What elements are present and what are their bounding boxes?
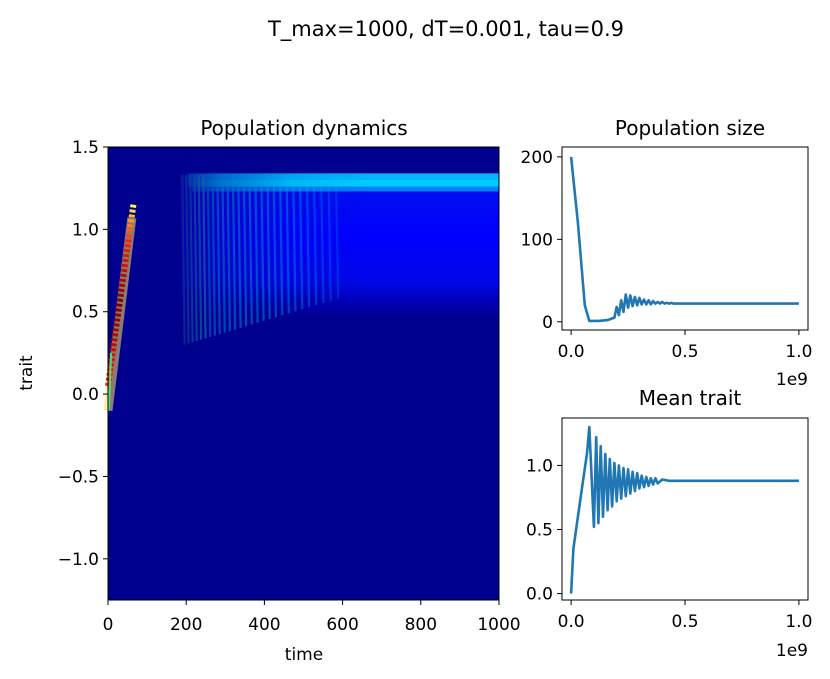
heatmap-ytick-label: −0.5 [58, 467, 99, 487]
population-size-title: Population size [615, 116, 765, 140]
mean-trait-plot-area [569, 425, 799, 594]
figure-suptitle: T_max=1000, dT=0.001, tau=0.9 [267, 17, 624, 42]
heatmap-xtick-label: 1000 [477, 615, 520, 635]
mean-trait-ytick-label: 1.0 [526, 456, 553, 476]
population-size-panel: Population size 0.0 0.5 1.0 0 100 200 1e9 [521, 116, 813, 390]
population-size-axes: 0.0 0.5 1.0 0 100 200 [521, 148, 813, 362]
mean-trait-title: Mean trait [639, 386, 742, 410]
heatmap-frame [107, 146, 500, 601]
heatmap-ytick-label: 0.5 [72, 303, 99, 323]
heatmap-early-ridge-tail [107, 352, 113, 411]
population-size-xtick-label: 1.0 [785, 342, 812, 362]
heatmap-plot-area [103, 147, 499, 600]
population-size-ytick-label: 0 [542, 313, 553, 333]
population-size-ytick-label: 100 [521, 230, 553, 250]
heatmap-ytick-label: −1.0 [58, 550, 99, 570]
heatmap-title: Population dynamics [200, 116, 407, 140]
heatmap-xtick-label: 800 [405, 615, 437, 635]
mean-trait-x-offset: 1e9 [776, 641, 808, 661]
population-size-x-offset: 1e9 [776, 370, 808, 390]
mean-trait-ytick-label: 0.5 [526, 521, 553, 541]
mean-trait-panel: Mean trait 0.0 0.5 1.0 0.0 0.5 1.0 1e9 [526, 386, 812, 661]
mean-trait-axes: 0.0 0.5 1.0 0.0 0.5 1.0 [526, 456, 812, 632]
heatmap-ylabel: trait [17, 355, 37, 391]
heatmap-early-ridge [105, 204, 137, 387]
heatmap-ytick-label: 1.5 [72, 138, 99, 158]
population-size-xtick-label: 0.0 [558, 342, 585, 362]
heatmap-xlabel: time [285, 645, 323, 665]
population-size-series-line [569, 156, 799, 323]
population-size-ytick-label: 200 [521, 148, 553, 168]
mean-trait-xtick-label: 0.0 [558, 612, 585, 632]
mean-trait-xtick-label: 1.0 [785, 612, 812, 632]
heatmap-xtick-label: 600 [326, 615, 358, 635]
heatmap-ytick-label: 1.0 [72, 220, 99, 240]
heatmap-xtick-label: 200 [170, 615, 202, 635]
mean-trait-series-line [569, 425, 799, 594]
heatmap-fade-overlay [180, 168, 499, 395]
heatmap-axes: 0 200 400 600 800 1000 −1.0 −0.5 0.0 0.5 1.0 1.5 [58, 138, 521, 635]
heatmap-ytick-label: 0.0 [72, 385, 99, 405]
mean-trait-ytick-label: 0.0 [526, 585, 553, 605]
population-size-plot-area [569, 156, 799, 323]
heatmap-panel: Population dynamics 0 200 400 600 800 1000 −1.… [17, 116, 521, 665]
population-size-xtick-label: 0.5 [671, 342, 698, 362]
mean-trait-xtick-label: 0.5 [671, 612, 698, 632]
heatmap-xtick-label: 0 [103, 615, 114, 635]
heatmap-xtick-label: 400 [248, 615, 280, 635]
